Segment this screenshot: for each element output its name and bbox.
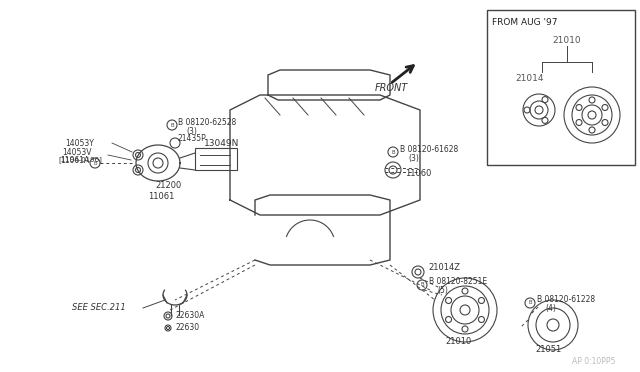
Text: 22630: 22630 [175,324,199,333]
Text: FRONT: FRONT [375,83,408,93]
Text: 22630A: 22630A [175,311,204,321]
Text: (5): (5) [437,286,448,295]
Text: B: B [170,122,174,128]
Text: 11061A: 11061A [60,155,89,164]
Text: 14053Y: 14053Y [65,138,94,148]
FancyBboxPatch shape [487,10,635,165]
Text: 21435P: 21435P [177,134,205,142]
Text: B: B [528,301,532,305]
Text: FROM AUG '97: FROM AUG '97 [492,17,557,26]
Text: 21014: 21014 [515,74,543,83]
Text: B 08120-62528: B 08120-62528 [178,118,236,126]
Text: 11061: 11061 [148,192,174,201]
Text: 21200: 21200 [155,180,181,189]
Text: B 08120-61628: B 08120-61628 [400,144,458,154]
Text: 14053V: 14053V [62,148,92,157]
Text: [1194-0196]: [1194-0196] [58,157,102,163]
FancyBboxPatch shape [195,148,237,170]
Text: 21051: 21051 [535,346,561,355]
Text: 21010: 21010 [553,35,581,45]
Text: 21010: 21010 [445,337,471,346]
Text: 13049N: 13049N [204,138,240,148]
Text: B 08120-61228: B 08120-61228 [537,295,595,305]
Text: (3): (3) [408,154,419,163]
Text: B: B [391,150,395,154]
Text: B 08120-8251E: B 08120-8251E [429,278,487,286]
Text: 21014Z: 21014Z [428,263,460,273]
Text: 11060: 11060 [405,169,431,177]
Text: (4): (4) [545,305,556,314]
Text: (3): (3) [186,126,197,135]
Text: SEE SEC.211: SEE SEC.211 [72,304,125,312]
Text: B: B [420,282,424,288]
Text: B: B [93,160,97,166]
Text: AP 0:10PP5: AP 0:10PP5 [572,357,616,366]
